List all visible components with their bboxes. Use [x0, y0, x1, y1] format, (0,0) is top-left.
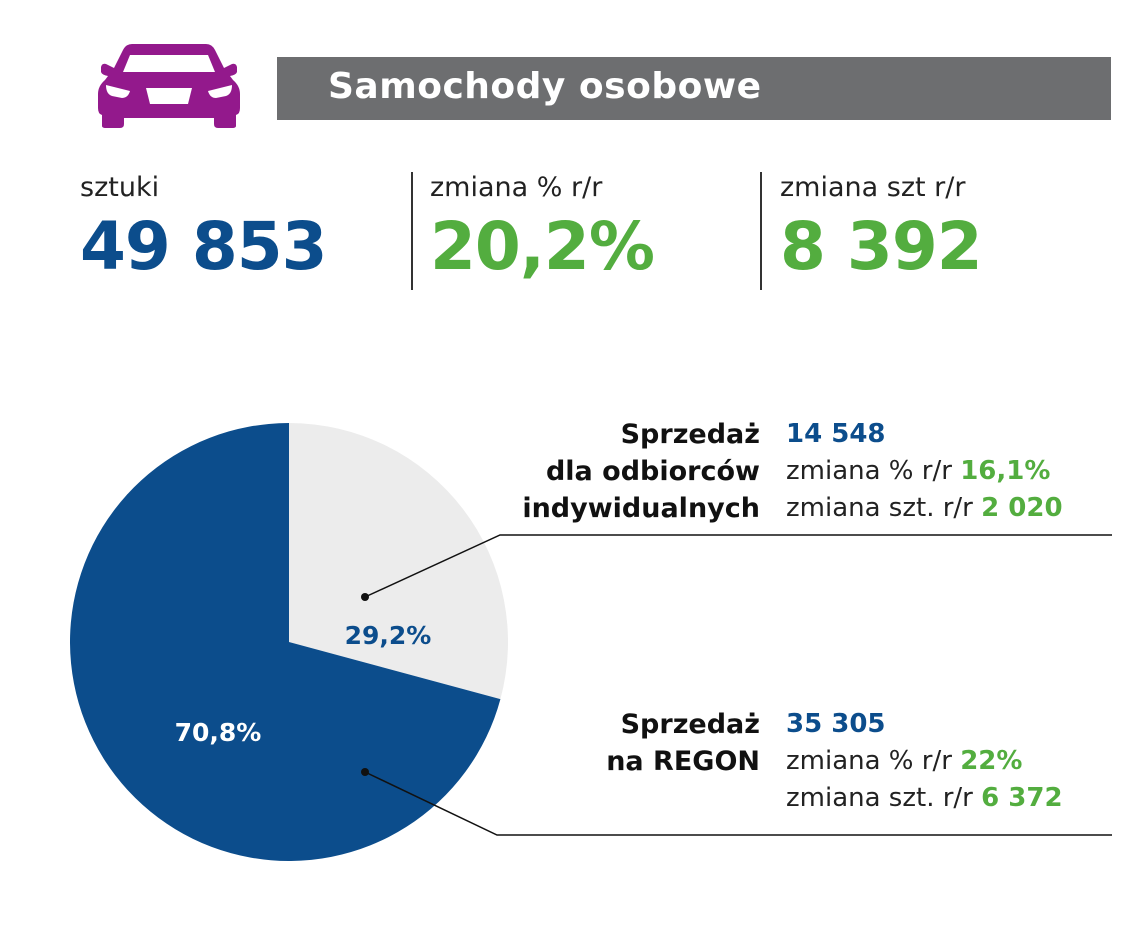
- segment-title-regon: Sprzedaż na REGON: [606, 706, 760, 780]
- pct-value: 16,1%: [960, 456, 1051, 486]
- pct-label: zmiana % r/r: [786, 456, 952, 486]
- header-bar: [277, 57, 1111, 120]
- title-line: na REGON: [606, 746, 760, 777]
- stat-label-pct-change: zmiana % r/r: [430, 172, 603, 203]
- pie-slice-regon: [69, 423, 501, 861]
- segment-count: 14 548: [786, 419, 886, 449]
- segment-details-individual: 14 548 zmiana % r/r 16,1% zmiana szt. r/…: [786, 416, 1063, 527]
- pct-label: zmiana % r/r: [786, 746, 952, 776]
- title-line: Sprzedaż: [620, 419, 760, 450]
- pct-value: 22%: [960, 746, 1023, 776]
- szt-value: 6 372: [981, 783, 1063, 813]
- stat-value-unit-change: 8 392: [780, 208, 983, 285]
- data-label-individual: 29,2%: [345, 621, 432, 650]
- divider: [760, 172, 762, 290]
- szt-value: 2 020: [981, 493, 1063, 523]
- szt-label: zmiana szt. r/r: [786, 493, 973, 523]
- stat-value-units: 49 853: [80, 208, 328, 285]
- stat-label-units: sztuki: [80, 172, 160, 203]
- page-title: Samochody osobowe: [328, 66, 762, 107]
- leader-line-regon: [361, 768, 1112, 836]
- segment-title-individual: Sprzedaż dla odbiorców indywidualnych: [522, 416, 760, 527]
- stat-value-pct-change: 20,2%: [430, 208, 655, 285]
- pie-slice-individual: [289, 423, 508, 700]
- segment-details-regon: 35 305 zmiana % r/r 22% zmiana szt. r/r …: [786, 706, 1063, 817]
- stat-label-unit-change: zmiana szt r/r: [780, 172, 966, 203]
- segment-count: 35 305: [786, 709, 886, 739]
- title-line: Sprzedaż: [620, 709, 760, 740]
- szt-label: zmiana szt. r/r: [786, 783, 973, 813]
- title-line: dla odbiorców: [545, 456, 760, 487]
- leader-line-individual: [361, 534, 1112, 601]
- car-icon: [98, 44, 240, 128]
- title-line: indywidualnych: [522, 493, 760, 524]
- divider: [411, 172, 413, 290]
- data-label-regon: 70,8%: [175, 718, 262, 747]
